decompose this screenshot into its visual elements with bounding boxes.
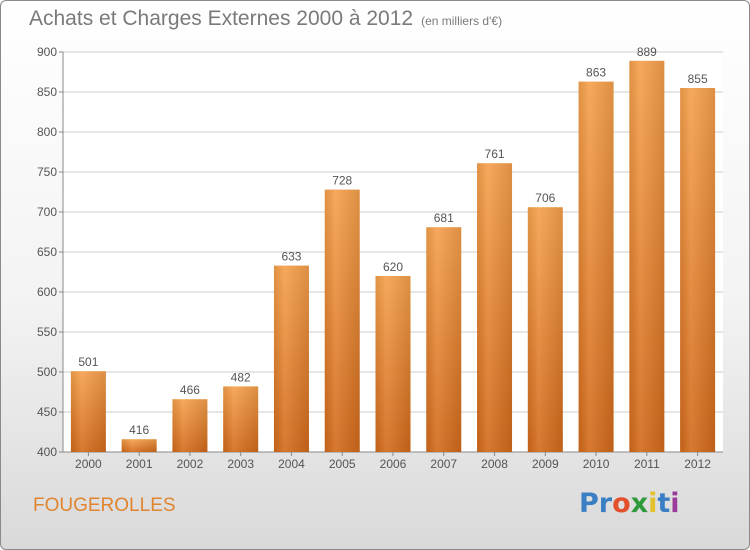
x-tick-label: 2000 <box>75 457 102 471</box>
logo-letter: r <box>598 488 613 519</box>
x-tick-label: 2006 <box>380 457 407 471</box>
y-tick-label: 750 <box>37 165 57 179</box>
bar-shading <box>527 207 563 452</box>
bar-value-label: 855 <box>688 72 708 86</box>
x-tick-label: 2010 <box>583 457 610 471</box>
bar-value-label: 620 <box>383 260 403 274</box>
y-tick-label: 450 <box>37 405 57 419</box>
bar-shading <box>477 163 513 452</box>
logo-letter: x <box>630 488 649 519</box>
bar-value-label: 416 <box>129 423 149 437</box>
x-tick-label: 2007 <box>430 457 457 471</box>
x-tick-label: 2011 <box>634 457 660 471</box>
x-tick-label: 2005 <box>329 457 356 471</box>
x-tick-label: 2002 <box>177 457 204 471</box>
bar-value-label: 761 <box>485 147 505 161</box>
bar-value-label: 681 <box>434 211 454 225</box>
y-tick-label: 650 <box>37 245 57 259</box>
bar-shading <box>121 439 157 452</box>
bar-value-label: 706 <box>535 191 555 205</box>
chart-title-text: Achats et Charges Externes 2000 à 2012 <box>29 7 414 30</box>
x-tick-label: 2009 <box>532 457 559 471</box>
bar-shading <box>172 399 208 452</box>
bar-value-label: 728 <box>332 174 352 188</box>
logo-letter: t <box>657 488 671 519</box>
bar-shading <box>273 265 309 452</box>
y-tick-label: 500 <box>37 365 57 379</box>
y-tick-label: 400 <box>37 445 57 459</box>
x-tick-label: 2001 <box>126 457 153 471</box>
y-tick-label: 800 <box>37 125 57 139</box>
bar-shading <box>629 60 665 453</box>
bar-shading <box>375 276 411 452</box>
bar-shading <box>680 88 716 452</box>
bar-shading <box>70 371 106 452</box>
bar-value-label: 482 <box>231 370 251 384</box>
bar-shading <box>426 227 462 452</box>
bar-shading <box>324 189 360 452</box>
x-tick-label: 2004 <box>278 457 305 471</box>
bar-value-label: 889 <box>637 45 657 59</box>
y-tick-label: 550 <box>37 325 57 339</box>
bar-value-label: 466 <box>180 383 200 397</box>
x-tick-label: 2012 <box>684 457 711 471</box>
x-tick-label: 2003 <box>227 457 254 471</box>
proxiti-logo: Proxiti <box>579 488 680 519</box>
bar-shading <box>578 81 614 452</box>
y-tick-label: 850 <box>37 85 57 99</box>
logo-letter: o <box>612 488 631 519</box>
bar-value-label: 501 <box>78 355 98 369</box>
bar-shading <box>223 386 259 452</box>
location-label: FOUGEROLLES <box>33 495 176 516</box>
logo-letter: i <box>670 488 680 519</box>
x-tick-label: 2008 <box>481 457 508 471</box>
y-tick-label: 900 <box>37 45 57 59</box>
bar-value-label: 863 <box>586 66 606 80</box>
logo-letter: P <box>579 488 599 519</box>
chart-subtitle: (en milliers d'€) <box>421 14 503 28</box>
chart-title: Achats et Charges Externes 2000 à 2012 (e… <box>29 7 502 31</box>
y-tick-label: 600 <box>37 285 57 299</box>
y-tick-label: 700 <box>37 205 57 219</box>
bar-value-label: 633 <box>281 250 301 264</box>
logo-letter: i <box>648 488 658 519</box>
